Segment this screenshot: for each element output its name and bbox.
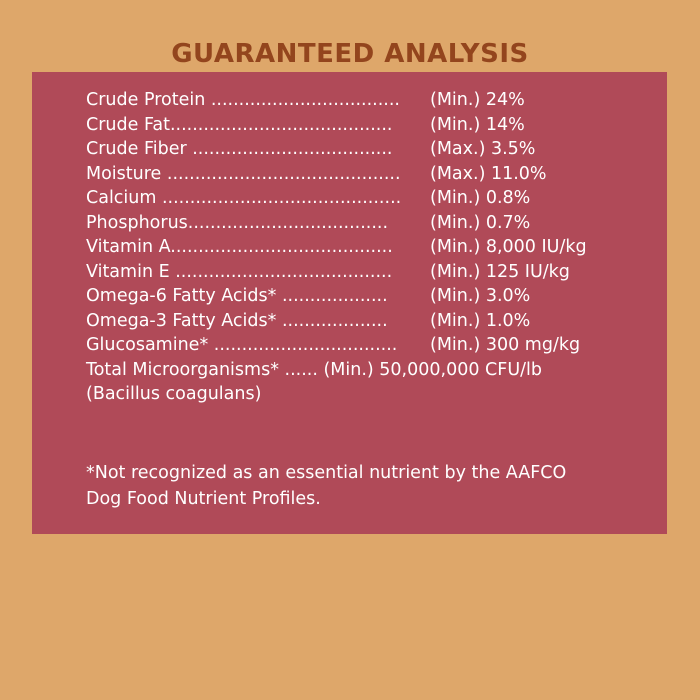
nutrient-name: Moisture ...............................…	[86, 163, 401, 184]
analysis-row-glucosamine: Glucosamine* ...........................…	[86, 333, 646, 358]
analysis-row-crude-fiber: Crude Fiber ............................…	[86, 137, 646, 162]
analysis-row-moisture: Moisture ...............................…	[86, 162, 646, 187]
footnote-line: Dog Food Nutrient Profiles.	[86, 489, 321, 509]
analysis-panel: Crude Protein ..........................…	[32, 72, 667, 534]
nutrient-value: (Max.) 11.0%	[430, 163, 547, 184]
analysis-table: Crude Protein ..........................…	[86, 88, 646, 407]
nutrient-name: Crude Fiber ............................…	[86, 139, 393, 159]
analysis-row-phosphorus: Phosphorus..............................…	[86, 211, 646, 236]
nutrient-name: Omega-6 Fatty Acids* ...................	[86, 286, 388, 306]
nutrient-value: (Min.) 0.7%	[430, 212, 531, 233]
analysis-row-vitamin-e: Vitamin E ..............................…	[86, 260, 646, 285]
analysis-row-omega-3: Omega-3 Fatty Acids* ...................…	[86, 309, 646, 334]
analysis-row-total-microorganisms: Total Microorganisms* ...... (Min.) 50,0…	[86, 359, 542, 380]
microorganism-species-note: (Bacillus coagulans)	[86, 384, 262, 404]
analysis-row-crude-fat: Crude Fat...............................…	[86, 113, 646, 138]
nutrient-value: (Min.) 0.8%	[430, 188, 531, 208]
analysis-row-vitamin-a: Vitamin A...............................…	[86, 235, 646, 260]
nutrient-name: Phosphorus..............................…	[86, 212, 389, 233]
analysis-row-omega-6: Omega-6 Fatty Acids* ...................…	[86, 284, 646, 309]
analysis-row-calcium: Calcium ................................…	[86, 186, 646, 211]
nutrient-name: Calcium ................................…	[86, 188, 402, 208]
footnote: *Not recognized as an essential nutrient…	[86, 460, 646, 512]
nutrient-value: (Max.) 3.5%	[430, 139, 536, 159]
nutrient-name: Crude Fat...............................…	[86, 114, 393, 135]
nutrient-name: Crude Protein ..........................…	[86, 90, 400, 110]
nutrient-name: Glucosamine* ...........................…	[86, 335, 398, 355]
nutrient-value: (Min.) 1.0%	[430, 310, 531, 331]
nutrient-value: (Min.) 14%	[430, 114, 525, 135]
nutrient-value: (Min.) 8,000 IU/kg	[430, 237, 587, 257]
nutrient-name: Vitamin E ..............................…	[86, 261, 393, 282]
page-title: GUARANTEED ANALYSIS	[171, 39, 529, 69]
nutrient-value: (Min.) 125 IU/kg	[430, 261, 570, 282]
nutrient-value: (Min.) 24%	[430, 90, 525, 110]
nutrient-name: Vitamin A...............................…	[86, 237, 393, 257]
analysis-row-crude-protein: Crude Protein ..........................…	[86, 88, 646, 113]
nutrient-value: (Min.) 3.0%	[430, 286, 531, 306]
footnote-line: *Not recognized as an essential nutrient…	[86, 463, 567, 483]
nutrient-name: Omega-3 Fatty Acids* ...................	[86, 310, 388, 331]
nutrient-value: (Min.) 300 mg/kg	[430, 335, 581, 355]
